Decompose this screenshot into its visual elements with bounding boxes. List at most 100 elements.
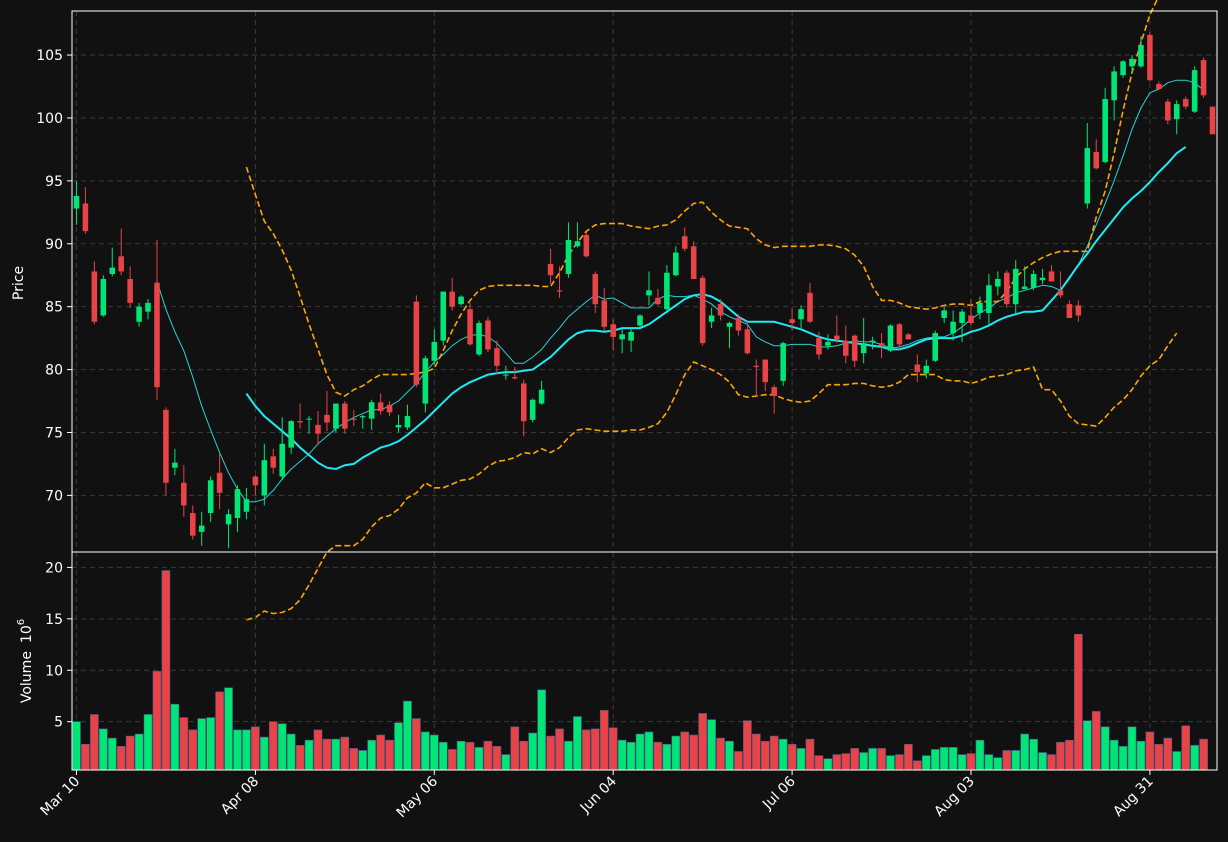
candle-body: [878, 343, 885, 346]
volume-bar: [582, 729, 591, 771]
candle-body: [574, 241, 581, 247]
volume-bar: [403, 700, 412, 771]
volume-bar: [519, 740, 529, 771]
candle-body: [1165, 101, 1171, 121]
volume-y-tick-label: 10: [45, 663, 63, 679]
volume-bar: [1127, 726, 1137, 771]
candle-body: [619, 334, 625, 340]
candle-body: [207, 480, 214, 513]
candle-body: [368, 402, 375, 419]
candle-body: [1191, 70, 1198, 112]
volume-bar: [438, 741, 448, 771]
volume-bar: [1038, 752, 1047, 771]
volume-bar: [1172, 751, 1182, 771]
volume-bar: [1029, 738, 1038, 771]
candle-body: [816, 338, 822, 355]
volume-bar: [760, 740, 770, 771]
volume-bar: [412, 718, 421, 771]
volume-bar: [1118, 746, 1128, 771]
candle-body: [995, 278, 1001, 287]
volume-bar: [895, 754, 904, 771]
volume-bar: [796, 748, 806, 771]
volume-bar: [599, 710, 609, 771]
volume-bar: [1074, 633, 1083, 771]
volume-bar: [349, 748, 359, 771]
candle-body: [771, 387, 777, 396]
candle-body: [1111, 71, 1117, 101]
volume-bar: [930, 749, 940, 771]
price-y-tick-labels: 70 75 80 85 90 95 100 105: [36, 48, 72, 504]
volume-bar: [769, 735, 779, 771]
price-overlays: [156, 0, 1204, 621]
volume-bar: [483, 740, 493, 771]
candle-body: [1030, 273, 1037, 288]
candle-body: [637, 315, 643, 326]
volume-bar: [653, 741, 663, 771]
candle-body: [538, 389, 545, 404]
volume-bar: [850, 748, 860, 771]
candle-body: [986, 285, 992, 313]
volume-bar: [528, 732, 538, 771]
candle-body: [681, 236, 688, 249]
price-y-tick-label: 90: [45, 237, 63, 253]
candle-body: [896, 324, 903, 345]
candle-body: [583, 234, 590, 257]
volume-bar: [322, 738, 332, 771]
candle-body: [109, 267, 116, 274]
candle-body: [807, 292, 813, 322]
candle-body: [1004, 272, 1010, 305]
volume-bar: [573, 716, 582, 771]
candle-body: [306, 418, 312, 420]
volume-bar: [1100, 726, 1110, 771]
volume-bar: [179, 717, 189, 771]
volume-bar: [662, 743, 672, 771]
candle-body: [1182, 99, 1189, 107]
candle-body: [172, 462, 178, 468]
candle-body: [932, 333, 938, 361]
volume-bar: [743, 720, 752, 771]
candle-body: [1120, 61, 1126, 76]
candle-body: [851, 335, 858, 361]
candle-body: [1138, 44, 1144, 67]
candle-body: [377, 402, 384, 412]
volume-bar: [313, 729, 323, 771]
volume-bar: [707, 719, 716, 771]
candle-body: [154, 282, 160, 388]
candle-body: [422, 358, 429, 404]
volume-bar: [608, 727, 618, 771]
candle-body: [834, 335, 840, 340]
candle-body: [297, 421, 303, 423]
volume-bar: [1190, 745, 1199, 771]
volume-bar: [429, 734, 439, 771]
volume-bar: [161, 570, 171, 771]
volume-bar: [1091, 711, 1101, 771]
volume-bar: [734, 751, 743, 771]
price-y-tick-label: 85: [45, 300, 63, 316]
volume-bar: [921, 755, 931, 771]
candle-body: [181, 482, 187, 506]
volume-gridlines: [72, 552, 1217, 770]
volume-bar: [626, 741, 636, 771]
candle-body: [270, 456, 277, 468]
volume-bar: [456, 740, 466, 771]
volume-bar: [152, 670, 162, 771]
candle-body: [404, 416, 411, 428]
volume-bar: [304, 739, 314, 771]
volume-bar: [492, 746, 502, 771]
candle-body: [628, 331, 634, 341]
volume-bar: [206, 717, 215, 771]
volume-bar: [188, 729, 198, 771]
candle-body: [717, 304, 724, 316]
volume-bar: [1011, 750, 1021, 771]
volume-bar: [778, 738, 788, 771]
candle-body: [163, 409, 169, 483]
candle-body: [520, 383, 527, 422]
candle-body: [1084, 148, 1091, 204]
candle-body: [753, 365, 760, 368]
candle-body: [261, 460, 268, 496]
candle-body: [1039, 277, 1046, 281]
candlesticks: [73, 32, 1216, 549]
candle-body: [359, 416, 366, 418]
volume-bar: [904, 743, 913, 771]
candle-body: [118, 256, 124, 272]
